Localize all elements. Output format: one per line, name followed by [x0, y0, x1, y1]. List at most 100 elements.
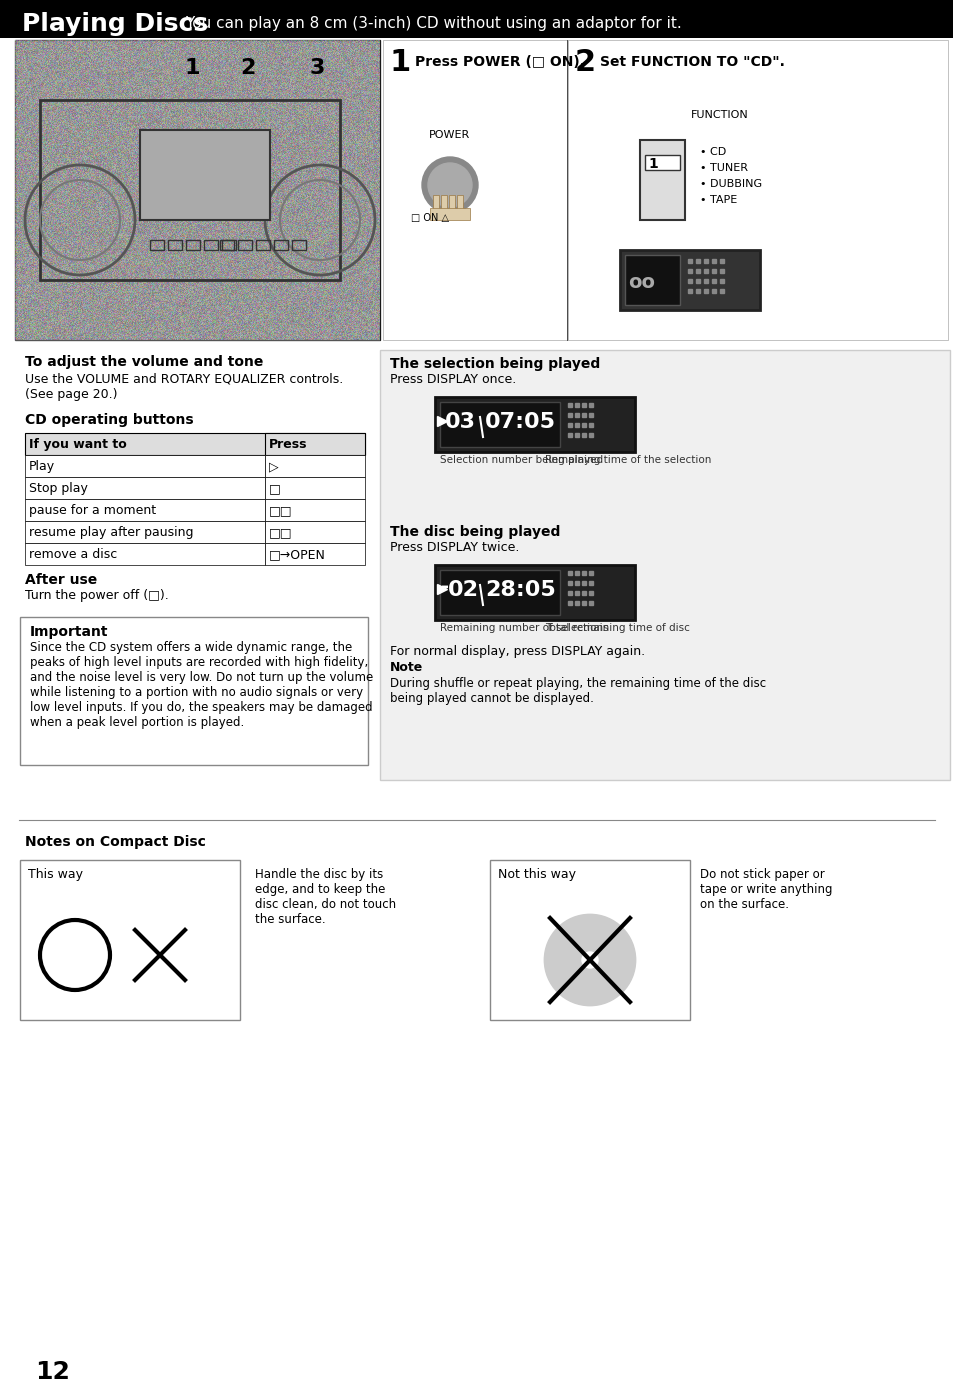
Bar	[25, 521, 265, 543]
Text: 3: 3	[310, 57, 325, 78]
Text: FUNCTION: FUNCTION	[690, 111, 748, 120]
Text: You can play an 8 cm (3-inch) CD without using an adaptor for it.: You can play an 8 cm (3-inch) CD without…	[185, 15, 681, 31]
Text: Notes on Compact Disc: Notes on Compact Disc	[25, 834, 206, 848]
Text: □: □	[269, 482, 280, 496]
Bar	[204, 239, 218, 251]
Text: POWER: POWER	[429, 130, 470, 140]
Bar	[382, 41, 567, 340]
Bar	[456, 195, 462, 216]
Bar	[265, 498, 365, 521]
Bar	[379, 350, 949, 780]
Bar	[140, 130, 270, 220]
Bar	[274, 239, 288, 251]
Text: 1: 1	[185, 57, 200, 78]
Text: Stop play: Stop play	[29, 482, 88, 496]
Circle shape	[428, 162, 472, 207]
Text: 1: 1	[647, 157, 657, 171]
Bar	[150, 239, 164, 251]
Text: 2: 2	[240, 57, 255, 78]
Bar	[40, 99, 339, 280]
Text: Press DISPLAY once.: Press DISPLAY once.	[390, 372, 516, 386]
Text: • CD: • CD	[700, 147, 725, 157]
Circle shape	[421, 157, 477, 213]
Text: CD operating buttons: CD operating buttons	[25, 413, 193, 427]
Bar	[435, 398, 635, 452]
Text: 07:05: 07:05	[484, 412, 556, 433]
Bar	[490, 860, 689, 1021]
Bar	[25, 498, 265, 521]
Bar	[619, 251, 760, 309]
Text: □ ON △: □ ON △	[411, 213, 449, 223]
Text: 12: 12	[35, 1359, 70, 1385]
Bar	[20, 617, 368, 764]
Bar	[440, 195, 447, 216]
Text: • TAPE: • TAPE	[700, 195, 737, 204]
Text: □□: □□	[269, 504, 293, 517]
Text: 02: 02	[448, 580, 478, 601]
Bar	[15, 41, 379, 340]
Bar	[435, 566, 635, 620]
Text: Press DISPLAY twice.: Press DISPLAY twice.	[390, 540, 518, 554]
Text: Total remaining time of disc: Total remaining time of disc	[544, 623, 689, 633]
Bar	[25, 477, 265, 498]
Bar	[222, 239, 235, 251]
Text: oo: oo	[627, 273, 655, 293]
Text: Not this way: Not this way	[497, 868, 576, 881]
Text: 2: 2	[575, 48, 596, 77]
Text: Press POWER (□ ON).: Press POWER (□ ON).	[415, 55, 584, 69]
Text: remove a disc: remove a disc	[29, 547, 117, 561]
Bar	[25, 543, 265, 566]
Text: 1: 1	[390, 48, 411, 77]
Text: Use the VOLUME and ROTARY EQUALIZER controls.
(See page 20.): Use the VOLUME and ROTARY EQUALIZER cont…	[25, 372, 343, 400]
Text: Play: Play	[29, 461, 55, 473]
Bar	[25, 433, 365, 455]
Text: □□: □□	[269, 526, 293, 539]
Text: Turn the power off (□).: Turn the power off (□).	[25, 589, 169, 602]
Text: ▷: ▷	[269, 461, 278, 473]
Bar	[265, 521, 365, 543]
Text: pause for a moment: pause for a moment	[29, 504, 156, 517]
Text: For normal display, press DISPLAY again.: For normal display, press DISPLAY again.	[390, 645, 644, 658]
Bar	[265, 543, 365, 566]
Bar	[20, 860, 240, 1021]
Text: 03: 03	[444, 412, 476, 433]
Bar	[624, 255, 679, 305]
Text: After use: After use	[25, 573, 97, 587]
Bar	[25, 455, 265, 477]
Text: Since the CD system offers a wide dynamic range, the
peaks of high level inputs : Since the CD system offers a wide dynami…	[30, 641, 373, 729]
Bar	[237, 239, 252, 251]
Text: Note: Note	[390, 661, 423, 673]
Text: To adjust the volume and tone: To adjust the volume and tone	[25, 356, 263, 370]
Circle shape	[581, 952, 598, 967]
Text: Playing Discs: Playing Discs	[22, 13, 208, 36]
Text: Remaining time of the selection: Remaining time of the selection	[544, 455, 711, 465]
Text: Press: Press	[269, 438, 307, 451]
Bar	[644, 155, 679, 169]
Bar	[220, 239, 233, 251]
Text: Remaining number of selections: Remaining number of selections	[439, 623, 608, 633]
Text: Important: Important	[30, 624, 109, 638]
Text: The disc being played: The disc being played	[390, 525, 559, 539]
Bar	[265, 433, 365, 455]
Bar	[567, 41, 947, 340]
Bar	[639, 140, 684, 220]
Text: □→OPEN: □→OPEN	[269, 547, 326, 561]
Bar	[433, 195, 438, 216]
Bar	[0, 0, 953, 38]
Text: • TUNER: • TUNER	[700, 162, 747, 174]
Bar	[430, 209, 470, 220]
Bar	[439, 402, 559, 447]
Bar	[265, 477, 365, 498]
Text: During shuffle or repeat playing, the remaining time of the disc
being played ca: During shuffle or repeat playing, the re…	[390, 678, 765, 706]
Bar	[292, 239, 306, 251]
Text: -: -	[440, 577, 449, 596]
Text: Handle the disc by its
edge, and to keep the
disc clean, do not touch
the surfac: Handle the disc by its edge, and to keep…	[254, 868, 395, 925]
Text: The selection being played: The selection being played	[390, 357, 599, 371]
Text: Selection number being played: Selection number being played	[439, 455, 602, 465]
Text: Set FUNCTION TO "CD".: Set FUNCTION TO "CD".	[599, 55, 784, 69]
Text: resume play after pausing: resume play after pausing	[29, 526, 193, 539]
Bar	[449, 195, 455, 216]
Text: Do not stick paper or
tape or write anything
on the surface.: Do not stick paper or tape or write anyt…	[700, 868, 832, 911]
Bar	[168, 239, 182, 251]
Text: • DUBBING: • DUBBING	[700, 179, 761, 189]
